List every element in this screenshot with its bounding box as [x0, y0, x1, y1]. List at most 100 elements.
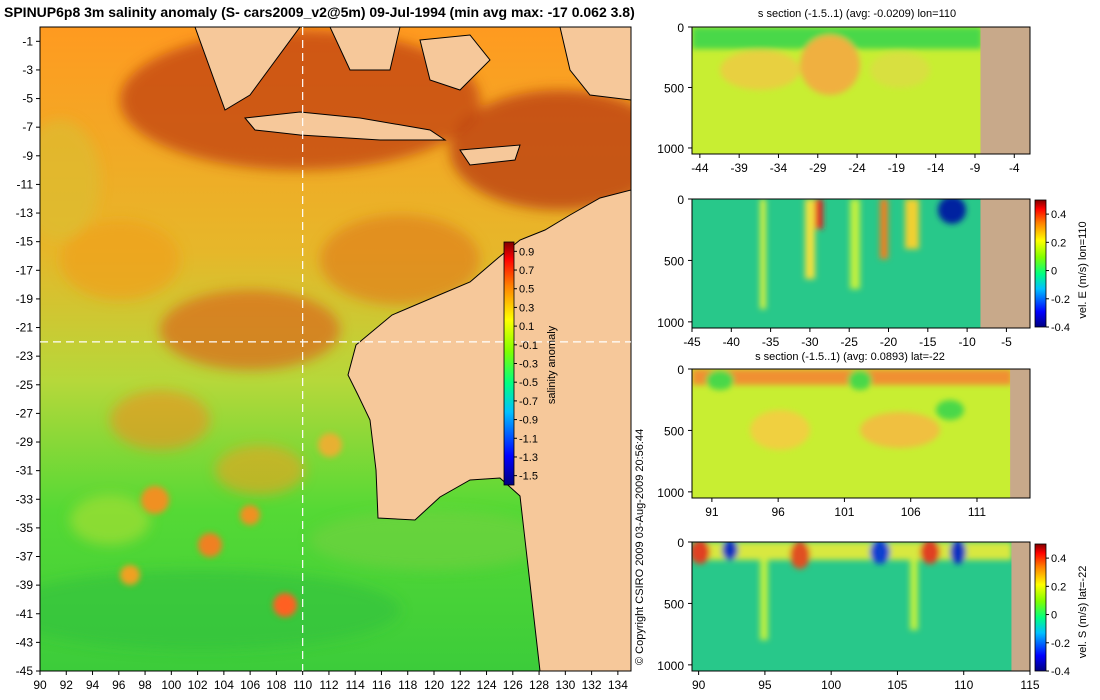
section3-y-tick-label: 500 — [664, 424, 684, 438]
map-colorbar-ramp — [503, 241, 515, 486]
section3-x-tick-label: 111 — [968, 505, 987, 519]
map-colorbar-tick-label: 0.7 — [519, 265, 534, 277]
map-colorbar-tick-label: -0.3 — [519, 359, 538, 371]
map-x-tick-label: 110 — [293, 678, 312, 692]
section4-colorbar-tick-label: 0 — [1051, 610, 1057, 622]
land-java — [244, 111, 447, 141]
map-colorbar-tick-label: -0.1 — [519, 340, 538, 352]
map-y-tick-label: -1 — [22, 34, 33, 48]
map-colorbar-tick-label: -1.5 — [519, 471, 538, 483]
section2-x-tick-label: -10 — [958, 335, 976, 349]
section1-x-tick-label: -44 — [691, 161, 709, 175]
section1-y-tick-label: 0 — [677, 21, 684, 35]
map-plot-area — [40, 27, 631, 671]
map-colorbar-tick-label: 0.1 — [519, 321, 534, 333]
map-y-tick-label: -21 — [16, 321, 34, 335]
section2-x-tick-label: -25 — [841, 335, 859, 349]
section2-x-tick-label: -45 — [683, 335, 701, 349]
map-y-tick-label: -41 — [16, 607, 34, 621]
map-colorbar-tick-label: 0.9 — [519, 246, 534, 258]
section2-colorbar-ramp — [1034, 199, 1047, 328]
section3-land — [1010, 369, 1030, 498]
map-y-tick-label: -15 — [16, 235, 34, 249]
section2-x-tick-label: -40 — [723, 335, 741, 349]
section4-colorbar-label: vel. S (m/s) lat=-22 — [1077, 566, 1089, 659]
map-x-tick-label: 118 — [398, 678, 417, 692]
section3-x-tick-label: 101 — [834, 505, 854, 519]
section2-land — [980, 199, 1030, 328]
map-y-tick-label: -45 — [16, 664, 34, 678]
section2-y-tick-label: 1000 — [657, 316, 684, 330]
map-x-tick-label: 96 — [112, 678, 126, 692]
map-colorbar-ticks: 0.9 0.7 0.5 0.3 0.1 -0.1 -0.3 -0.5 -0.7 -0.9 -1.1 -… — [514, 246, 538, 483]
section2-x-tick-label: -20 — [880, 335, 898, 349]
section3-title: s section (-1.5..1) (avg: 0.0893) lat=-2… — [755, 351, 945, 363]
map-x-tick-label: 98 — [138, 678, 152, 692]
section4-plot-area — [692, 542, 1030, 671]
section4-colorbar-tick-label: -0.2 — [1051, 638, 1070, 650]
map-y-tick-label: -13 — [16, 206, 34, 220]
section4-land — [1011, 542, 1030, 671]
map-y-tick-label: -7 — [22, 120, 33, 134]
section2-y-tick-label: 0 — [677, 193, 684, 207]
section2-colorbar-tick-label: 0.4 — [1051, 209, 1066, 221]
section3-y-tick-label: 1000 — [657, 486, 684, 500]
map-x-tick-label: 94 — [86, 678, 100, 692]
section1-plot-area — [692, 27, 1030, 154]
section2-colorbar-label: vel. E (m/s) lon=110 — [1077, 221, 1089, 318]
section3-plot-area — [692, 369, 1030, 498]
section1-x-tick-label: -39 — [730, 161, 748, 175]
section1-y-tick-label: 500 — [664, 81, 684, 95]
section4-x-tick-label: 105 — [887, 678, 907, 692]
map-x-tick-label: 104 — [214, 678, 234, 692]
section2-x-tick-label: -30 — [801, 335, 819, 349]
section4-y-tick-label: 500 — [664, 597, 684, 611]
map-x-tick-label: 126 — [503, 678, 523, 692]
map-y-tick-label: -25 — [16, 378, 34, 392]
section2-colorbar-tick-label: -0.4 — [1051, 322, 1070, 334]
map-y-tick-label: -17 — [16, 263, 34, 277]
section1-x-tick-label: -19 — [888, 161, 906, 175]
map-colorbar-tick-label: -0.5 — [519, 377, 538, 389]
map-x-tick-label: 106 — [240, 678, 260, 692]
land-new-guinea — [559, 27, 631, 101]
section2-plot-area — [692, 199, 1030, 328]
section1-x-tick-label: -14 — [927, 161, 945, 175]
section4-frame — [691, 541, 1031, 672]
section2-colorbar-tick-label: 0.2 — [1051, 237, 1066, 249]
map-x-tick-label: 114 — [346, 678, 365, 692]
section4-colorbar-ticks: 0.4 0.2 0 -0.2 -0.4 — [1046, 553, 1070, 678]
land-timor — [459, 144, 521, 166]
map-colorbar-tick-label: -1.1 — [519, 433, 538, 445]
map-y-tick-label: -29 — [16, 435, 34, 449]
land-borneo — [329, 27, 401, 71]
copyright-text: © Copyright CSIRO 2009 03-Aug-2009 20:56… — [634, 429, 646, 665]
section3-x-tick-label: 91 — [705, 505, 719, 519]
map-x-tick-label: 128 — [529, 678, 549, 692]
map-y-tick-label: -3 — [22, 63, 33, 77]
section1-x-tick-label: -4 — [1009, 161, 1020, 175]
map-x-tick-label: 124 — [477, 678, 497, 692]
section2-colorbar-tick-label: -0.2 — [1051, 294, 1070, 306]
section4-colorbar: 0.4 0.2 0 -0.2 -0.4 vel. S (m/s) lat=-22 — [1034, 543, 1089, 678]
land-australia — [347, 189, 631, 671]
section1-y-tick-label: 1000 — [657, 142, 684, 156]
map-x-tick-label: 112 — [319, 678, 338, 692]
section4-x-tick-label: 115 — [1020, 678, 1039, 692]
map-y-tick-label: -33 — [16, 492, 34, 506]
section4-colorbar-tick-label: 0.4 — [1051, 553, 1066, 565]
map-y-tick-label: -11 — [17, 177, 34, 191]
map-frame — [39, 26, 632, 672]
map-y-tick-label: -31 — [16, 464, 34, 478]
section1-land — [980, 27, 1030, 154]
land-sumatra — [194, 27, 301, 111]
map-colorbar-tick-label: -1.3 — [519, 452, 538, 464]
section1-title: s section (-1.5..1) (avg: -0.0209) lon=1… — [758, 8, 956, 20]
map-x-tick-label: 122 — [450, 678, 470, 692]
map-crosshair — [40, 27, 631, 671]
map-y-tick-label: -39 — [16, 578, 34, 592]
section4-colorbar-tick-label: 0.2 — [1051, 581, 1066, 593]
section1-x-tick-label: -9 — [970, 161, 981, 175]
map-colorbar-label: salinity anomaly — [546, 325, 558, 404]
